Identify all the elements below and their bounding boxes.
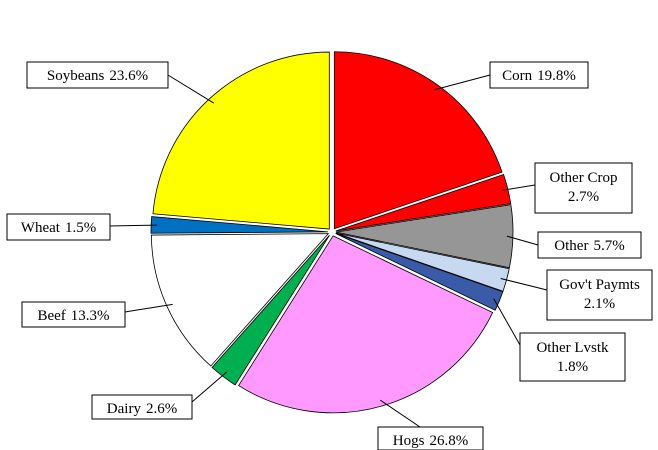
leader-line xyxy=(109,224,158,227)
label-category: Wheat xyxy=(21,220,61,236)
pie-slice xyxy=(333,51,503,230)
label-category: Gov't Paymts xyxy=(559,277,640,293)
label-box xyxy=(377,426,484,450)
label-category: Other Crop xyxy=(550,170,618,186)
label-value: 5.7% xyxy=(593,238,624,254)
label-value: 13.3% xyxy=(71,308,110,324)
data-label: Gov't Paymts 2.1% xyxy=(559,277,640,312)
data-label: Corn 19.8% xyxy=(502,68,576,84)
label-box xyxy=(546,269,653,321)
label-value: 2.6% xyxy=(146,401,177,417)
pie-slice xyxy=(150,233,330,367)
label-value: 1.8% xyxy=(557,359,588,375)
label-box xyxy=(537,231,642,259)
data-label: Other 5.7% xyxy=(554,238,624,254)
label-value: 2.1% xyxy=(584,296,615,312)
label-category: Corn xyxy=(502,68,533,84)
label-value: 1.5% xyxy=(65,220,96,236)
label-box xyxy=(489,61,589,89)
label-value: 19.8% xyxy=(537,68,576,84)
label-value: 2.7% xyxy=(568,189,599,205)
label-box xyxy=(534,162,633,214)
data-label: Other Crop 2.7% xyxy=(550,170,618,205)
leader-line xyxy=(501,184,536,191)
label-category: Dairy xyxy=(107,401,142,417)
leader-line xyxy=(493,298,521,346)
label-value: 26.8% xyxy=(429,433,468,449)
leader-line xyxy=(380,399,421,428)
pie-slice xyxy=(152,51,330,230)
data-label: Wheat 1.5% xyxy=(21,220,96,236)
label-value: 23.6% xyxy=(109,68,148,84)
data-label: Soybeans 23.6% xyxy=(47,68,148,84)
pie-slice xyxy=(238,235,494,414)
data-label: Other Lvstk 1.8% xyxy=(536,340,609,375)
label-category: Hogs xyxy=(393,433,425,449)
pie-slice xyxy=(335,204,514,269)
label-box xyxy=(91,394,193,420)
leader-line xyxy=(191,371,228,403)
label-category: Soybeans xyxy=(47,68,105,84)
leader-line xyxy=(506,235,539,246)
label-box xyxy=(21,301,126,328)
leader-line xyxy=(433,74,491,91)
data-label: Hogs 26.8% xyxy=(393,433,468,449)
data-label: Beef 13.3% xyxy=(37,308,109,324)
data-label: Dairy 2.6% xyxy=(107,401,177,417)
label-category: Other Lvstk xyxy=(536,340,609,356)
leader-line xyxy=(124,303,173,313)
pie-slice xyxy=(211,234,330,386)
label-box xyxy=(26,61,169,89)
pie-slice xyxy=(335,233,504,311)
leader-line xyxy=(500,278,548,291)
label-category: Other xyxy=(554,238,588,254)
label-box xyxy=(519,332,626,382)
leader-line xyxy=(167,74,214,104)
label-box xyxy=(6,213,111,241)
label-category: Beef xyxy=(37,308,65,324)
